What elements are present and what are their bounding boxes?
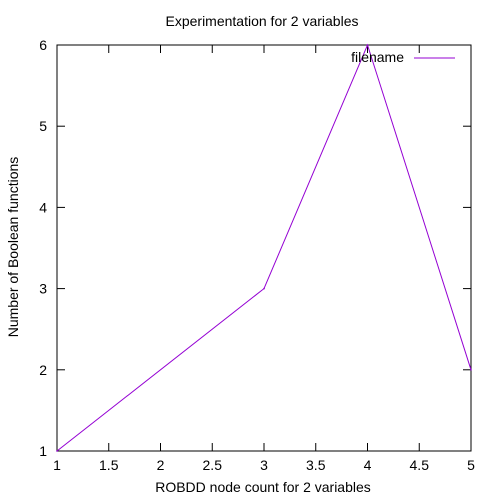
series-line-0 (56, 43, 472, 452)
x-tick-label: 3 (260, 457, 268, 473)
legend-label: filename (351, 49, 404, 65)
legend: filename (351, 49, 455, 65)
y-tick-label: 2 (39, 362, 47, 378)
data-point (366, 44, 369, 46)
plot-frame (56, 44, 472, 452)
data-point (470, 369, 472, 371)
y-tick-label: 6 (39, 37, 47, 53)
data-point (56, 450, 58, 452)
x-tick-label: 1.5 (99, 457, 119, 473)
x-axis-label: ROBDD node count for 2 variables (155, 479, 371, 495)
y-axis-label: Number of Boolean functions (5, 157, 21, 338)
x-axis-ticks: 1 1.5 2 2.5 3 3.5 4 4.5 5 (53, 45, 475, 473)
data-point (263, 287, 265, 290)
x-tick-label: 3.5 (306, 457, 326, 473)
x-tick-label: 2.5 (203, 457, 223, 473)
series-layer (56, 43, 472, 452)
chart-title: Experimentation for 2 variables (166, 13, 359, 29)
y-tick-label: 1 (39, 443, 47, 459)
y-tick-label: 4 (39, 199, 47, 215)
x-tick-label: 4 (364, 457, 372, 473)
x-tick-label: 2 (157, 457, 165, 473)
y-tick-label: 5 (39, 118, 47, 134)
x-tick-label: 5 (467, 457, 475, 473)
y-axis-ticks: 1 2 3 4 5 6 (39, 37, 471, 459)
y-tick-label: 3 (39, 281, 47, 297)
x-tick-label: 1 (53, 457, 61, 473)
x-tick-label: 4.5 (410, 457, 430, 473)
